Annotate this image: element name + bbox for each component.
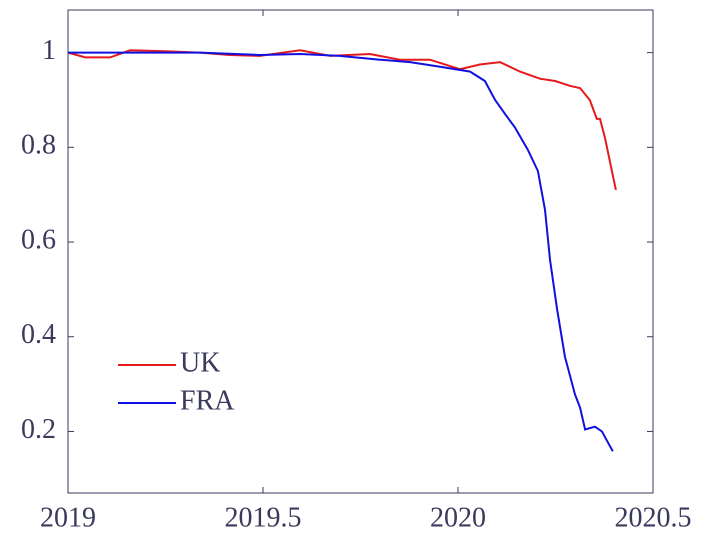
y-tick-label: 0.8 — [21, 130, 56, 161]
line-series — [68, 51, 614, 452]
legend-label: FRA — [180, 385, 235, 416]
x-tick-label: 2020.5 — [615, 502, 692, 533]
legend-label: UK — [180, 347, 220, 378]
x-tick-label: 2019.5 — [225, 502, 302, 533]
y-tick-label: 0.6 — [21, 224, 56, 255]
line-series — [67, 49, 617, 191]
plot-frame — [67, 9, 654, 494]
y-tick-label: 0.4 — [21, 319, 56, 350]
x-tick-label: 2020 — [430, 502, 486, 533]
y-tick-label: 0.2 — [21, 414, 56, 445]
y-tick-label: 1 — [42, 35, 56, 66]
x-tick-label: 2019 — [40, 502, 96, 533]
